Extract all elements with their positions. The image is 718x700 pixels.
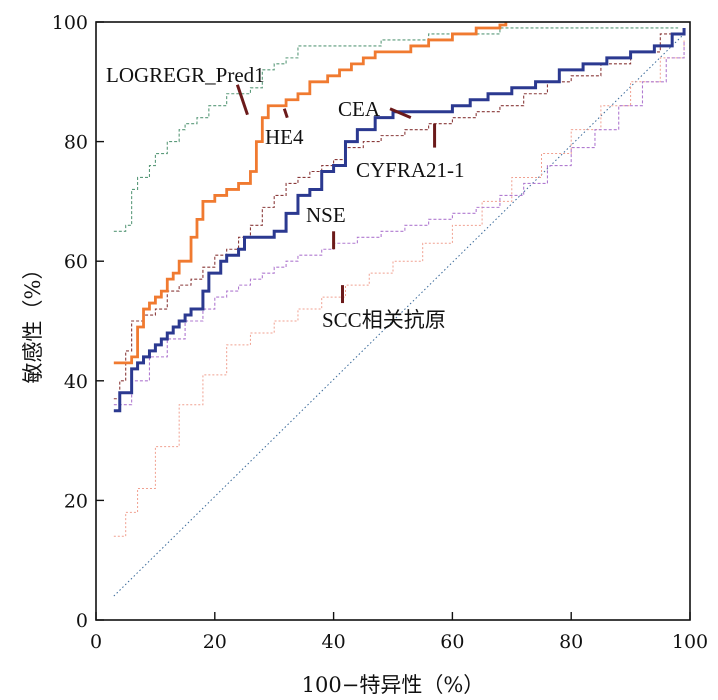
label-cyfra21-1: CYFRA21-1 [356,158,465,182]
curve-nse [113,39,685,406]
curve-cea [113,27,686,413]
pointer-cea [389,107,412,120]
y-tick-label: 80 [64,132,88,154]
pointer-he4 [282,108,289,119]
y-tick-label: 0 [76,610,88,632]
reference-diagonal [113,33,685,597]
label-he4: HE4 [265,125,304,149]
x-tick-label: 0 [90,631,102,653]
x-tick-label: 80 [559,631,583,653]
y-tick-label: 100 [52,12,88,34]
curve-logregr-pred1 [113,27,679,232]
pointer-logregr-pred1 [235,84,249,116]
label-nse: NSE [306,203,346,227]
y-axis-title: 敏感性（%） [21,259,45,384]
curve-cyfra21-1 [113,27,685,400]
x-tick-label: 40 [322,631,346,653]
plot-frame [95,21,691,621]
curve-scc [113,39,685,537]
x-tick-label: 20 [203,631,227,653]
y-tick-label: 20 [64,490,88,512]
y-tick-label: 60 [64,251,88,273]
x-tick-label: 60 [440,631,464,653]
x-axis-title: 100−特异性（%） [302,673,485,697]
label-logregr-pred1: LOGREGR_Pred1 [106,63,265,87]
label-cea: CEA [338,97,381,121]
x-tick-label: 100 [672,631,708,653]
curve-he4 [113,22,508,365]
label-scc: SCC相关抗原 [322,308,446,332]
y-tick-label: 40 [64,371,88,393]
